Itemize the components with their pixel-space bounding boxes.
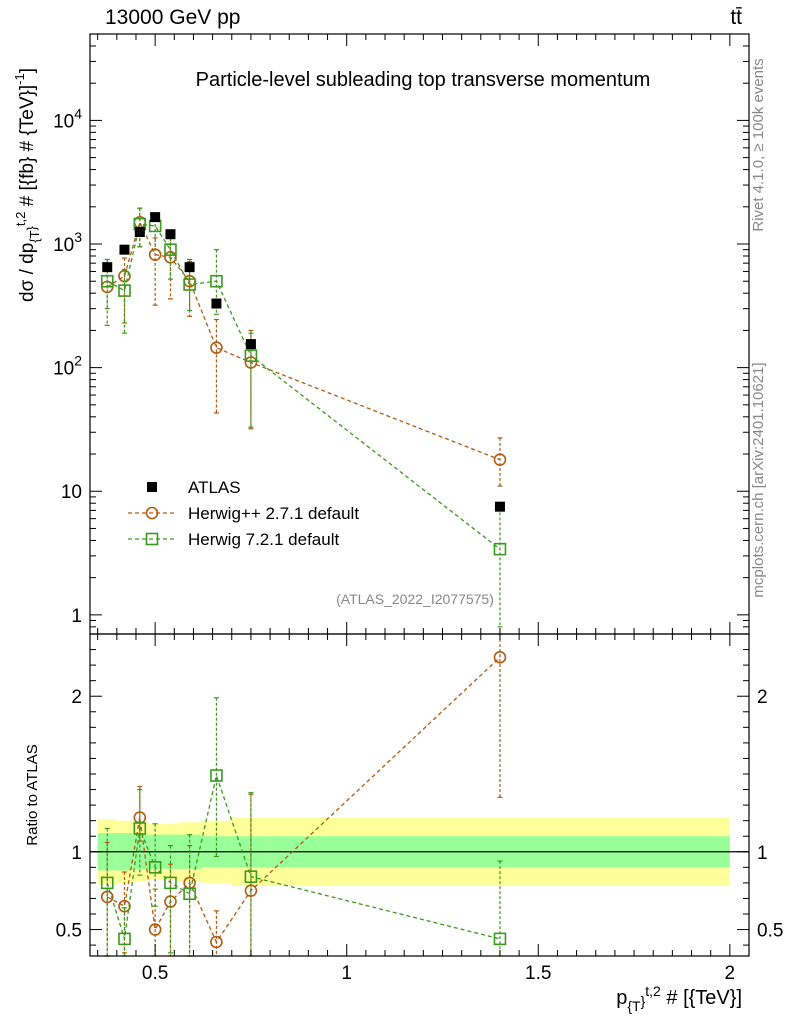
herwigpp-ratio-point — [118, 899, 131, 913]
herwig7-ratio-point — [100, 876, 114, 890]
header-right: tt̄ — [730, 6, 742, 29]
x-axis-label: p{T}t,2 # [{TeV}] — [616, 983, 742, 1014]
rivet-label: Rivet 4.1.0, ≥ 100k events — [750, 58, 767, 231]
atlas-point — [494, 501, 505, 512]
herwig7-ratio-point — [133, 822, 147, 835]
x-tick-label: 0.5 — [142, 963, 168, 984]
atlas-point — [102, 262, 113, 273]
herwigpp-ratio-point — [493, 651, 507, 664]
herwigpp-point — [493, 453, 507, 466]
legend-marker — [145, 506, 159, 520]
svg-text:dσ / dp{T}t,2 # [{fb} # {TeV}]: dσ / dp{T}t,2 # [{fb} # {TeV}]-1] — [12, 68, 42, 302]
legend-label: Herwig 7.2.1 default — [188, 530, 339, 549]
herwig7-line — [106, 223, 501, 550]
lower-frame — [89, 633, 750, 957]
atlas-point — [150, 212, 161, 223]
atlas-point — [245, 339, 256, 350]
herwig7-ratio-point — [164, 876, 177, 890]
atlas-point — [184, 262, 195, 273]
legend-marker — [147, 482, 157, 492]
upper-ytick-label: 103 — [53, 229, 82, 256]
lower-ytick-label-right: 1 — [757, 843, 768, 864]
legend-label: ATLAS — [188, 478, 241, 497]
lower-ytick-label: 1 — [71, 843, 82, 864]
herwig7-ratio-point — [118, 932, 131, 946]
atlas-point — [134, 227, 145, 238]
lower-ytick-label: 0.5 — [56, 921, 82, 942]
svg-text:p{T}t,2 # [{TeV}]: p{T}t,2 # [{TeV}] — [616, 983, 742, 1014]
atlas-point — [119, 244, 130, 255]
herwig7-point — [164, 243, 177, 256]
header-left: 13000 GeV pp — [105, 6, 240, 29]
upper-ytick-label: 10 — [61, 482, 82, 503]
legend-label: Herwig++ 2.7.1 default — [188, 504, 359, 523]
herwigpp-ratio-point — [210, 935, 223, 949]
herwig7-point — [210, 274, 223, 288]
upper-ytick-label: 102 — [53, 353, 82, 380]
lower-panel: 0.5 1 1.5 2 0.5 0.5 1 1 2 2 — [56, 633, 783, 984]
plot-title: Particle-level subleading top transverse… — [196, 69, 651, 91]
atlas-point — [165, 229, 176, 240]
herwig7-ratio-point — [210, 769, 223, 782]
herwigpp-point — [210, 341, 223, 354]
upper-ytick-label: 1 — [71, 606, 82, 627]
mcplots-label: mcplots.cern.ch [arXiv:2401.10621] — [750, 362, 767, 597]
lower-ytick-label: 2 — [71, 687, 82, 708]
upper-panel: 1 10 102 103 104 — [53, 33, 750, 635]
legend: ATLAS Herwig++ 2.7.1 default Herwig 7.2.1 … — [128, 478, 359, 549]
watermark: (ATLAS_2022_I2077575) — [336, 591, 494, 607]
herwig7-ratio-point — [148, 861, 162, 874]
x-tick-label: 1.5 — [525, 963, 551, 984]
lower-ytick-label-right: 2 — [757, 687, 768, 708]
lower-ylabel: Ratio to ATLAS — [24, 744, 41, 845]
upper-ytick-label: 104 — [53, 105, 82, 132]
atlas-point — [211, 298, 222, 309]
legend-marker — [145, 532, 159, 546]
herwigpp-point — [244, 356, 258, 369]
herwig7-ratio-point — [244, 870, 258, 883]
herwig7-ratio-line — [106, 773, 501, 940]
herwigpp-ratio-point — [148, 923, 162, 936]
herwig7-point — [244, 349, 258, 362]
x-tick-label: 2 — [725, 963, 736, 984]
herwigpp-line — [106, 220, 501, 461]
herwig7-point — [118, 284, 131, 297]
herwig7-ratio-point — [183, 887, 196, 901]
lower-ytick-label-right: 0.5 — [757, 921, 783, 942]
upper-ylabel: dσ / dp{T}t,2 # [{fb} # {TeV}]-1] — [12, 68, 42, 302]
x-tick-label: 1 — [341, 963, 352, 984]
herwig7-point — [493, 542, 507, 556]
herwig7-ratio-point — [493, 932, 507, 946]
herwig7-point — [100, 274, 114, 288]
herwig7-point — [183, 278, 196, 291]
